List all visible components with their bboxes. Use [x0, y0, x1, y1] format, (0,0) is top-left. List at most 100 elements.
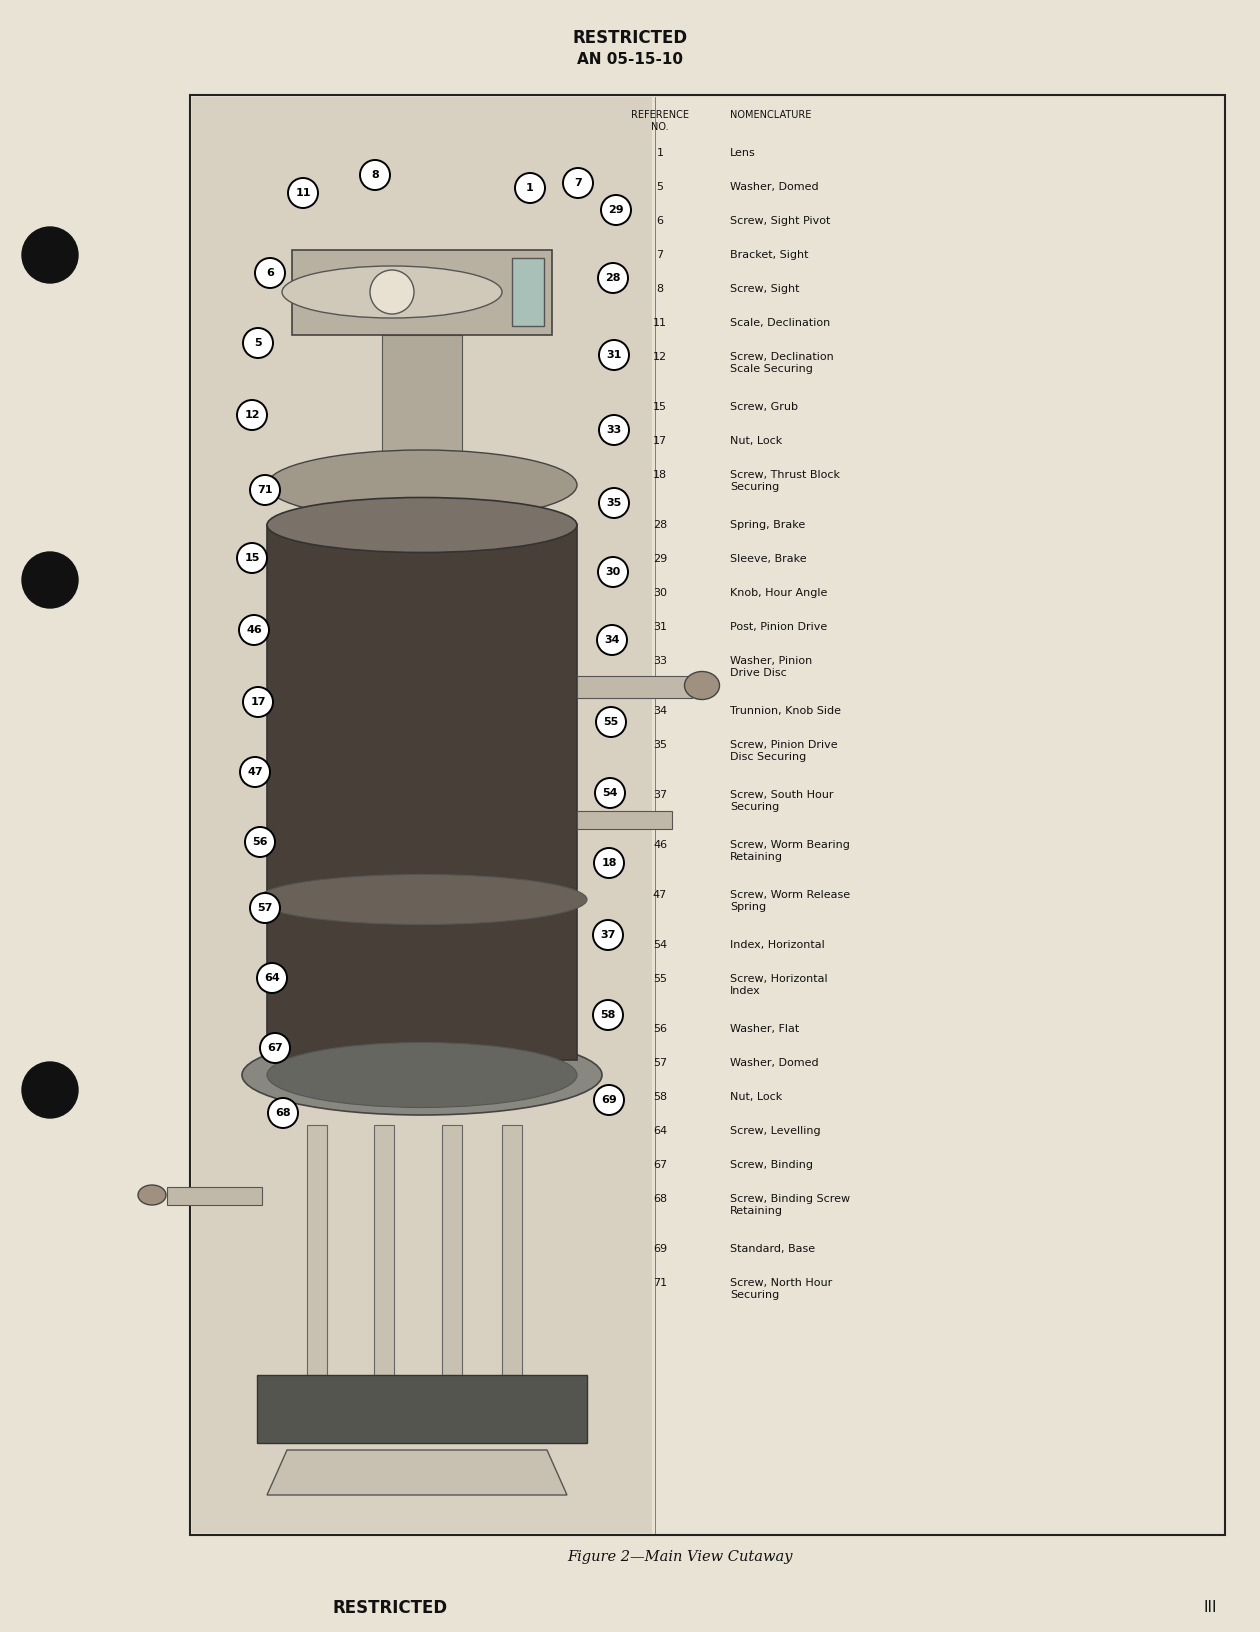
Text: 46: 46	[246, 625, 262, 635]
Text: 33: 33	[653, 656, 667, 666]
Text: RESTRICTED: RESTRICTED	[333, 1599, 447, 1617]
Text: 54: 54	[602, 788, 617, 798]
Text: Washer, Domed: Washer, Domed	[730, 1058, 819, 1067]
Bar	[374, 1124, 394, 1377]
Text: 28: 28	[653, 521, 667, 530]
Bar	[512, 258, 544, 326]
Text: AN 05-15-10: AN 05-15-10	[577, 52, 683, 67]
Text: Screw, Binding Screw
Retaining: Screw, Binding Screw Retaining	[730, 1195, 851, 1216]
Text: Lens: Lens	[730, 149, 756, 158]
Text: Screw, Worm Bearing
Retaining: Screw, Worm Bearing Retaining	[730, 840, 851, 862]
Text: 71: 71	[653, 1278, 667, 1288]
Text: Figure 2—Main View Cutaway: Figure 2—Main View Cutaway	[567, 1550, 793, 1563]
Text: 35: 35	[606, 498, 621, 508]
Text: Post, Pinion Drive: Post, Pinion Drive	[730, 622, 828, 632]
Text: 29: 29	[653, 553, 667, 565]
Text: 7: 7	[656, 250, 664, 259]
Circle shape	[598, 339, 629, 370]
Text: Screw, Thrust Block
Securing: Screw, Thrust Block Securing	[730, 470, 840, 491]
Text: Sleeve, Brake: Sleeve, Brake	[730, 553, 806, 565]
Text: 64: 64	[265, 973, 280, 982]
Text: 56: 56	[653, 1023, 667, 1035]
Text: 47: 47	[247, 767, 263, 777]
Text: Spring, Brake: Spring, Brake	[730, 521, 805, 530]
Text: Scale, Declination: Scale, Declination	[730, 318, 830, 328]
Circle shape	[255, 258, 285, 287]
Ellipse shape	[282, 266, 501, 318]
Text: NOMENCLATURE: NOMENCLATURE	[730, 109, 811, 121]
Circle shape	[360, 160, 391, 189]
Text: 34: 34	[605, 635, 620, 645]
Text: 15: 15	[653, 401, 667, 411]
Text: 68: 68	[653, 1195, 667, 1204]
Text: 55: 55	[653, 974, 667, 984]
Text: Screw, Grub: Screw, Grub	[730, 401, 798, 411]
Circle shape	[21, 1062, 78, 1118]
Text: 8: 8	[656, 284, 664, 294]
Bar	[190, 95, 1225, 1536]
Text: 35: 35	[653, 739, 667, 751]
Text: III: III	[1203, 1601, 1217, 1616]
Text: 11: 11	[295, 188, 311, 197]
Text: 58: 58	[653, 1092, 667, 1102]
Circle shape	[239, 757, 270, 787]
Ellipse shape	[267, 1043, 577, 1108]
Text: 57: 57	[257, 902, 272, 912]
Text: Screw, Levelling: Screw, Levelling	[730, 1126, 820, 1136]
Ellipse shape	[242, 1035, 602, 1115]
Text: Screw, North Hour
Securing: Screw, North Hour Securing	[730, 1278, 833, 1301]
Text: 18: 18	[601, 858, 616, 868]
Circle shape	[593, 920, 622, 950]
Text: Nut, Lock: Nut, Lock	[730, 436, 782, 446]
Circle shape	[598, 488, 629, 517]
Text: 6: 6	[266, 268, 273, 277]
Text: 1: 1	[656, 149, 664, 158]
Text: 67: 67	[653, 1160, 667, 1170]
Circle shape	[249, 893, 280, 924]
Circle shape	[563, 168, 593, 197]
Text: Washer, Pinion
Drive Disc: Washer, Pinion Drive Disc	[730, 656, 813, 677]
Bar	[192, 96, 651, 1532]
Text: REFERENCE
NO.: REFERENCE NO.	[631, 109, 689, 132]
Circle shape	[257, 963, 287, 992]
Polygon shape	[267, 1449, 567, 1495]
Text: Screw, Worm Release
Spring: Screw, Worm Release Spring	[730, 889, 851, 912]
Circle shape	[244, 827, 275, 857]
Ellipse shape	[267, 498, 577, 553]
Text: 55: 55	[604, 716, 619, 726]
Text: 54: 54	[653, 940, 667, 950]
Text: 57: 57	[653, 1058, 667, 1067]
Text: 12: 12	[244, 410, 260, 419]
Text: 29: 29	[609, 206, 624, 215]
Bar	[257, 1376, 587, 1443]
Text: 17: 17	[251, 697, 266, 707]
Text: 5: 5	[656, 183, 664, 193]
Bar	[577, 811, 672, 829]
Text: Screw, Declination
Scale Securing: Screw, Declination Scale Securing	[730, 353, 834, 374]
Circle shape	[597, 625, 627, 654]
Ellipse shape	[684, 671, 719, 700]
Circle shape	[370, 269, 415, 313]
Text: 47: 47	[653, 889, 667, 899]
Text: 34: 34	[653, 707, 667, 716]
Circle shape	[593, 1000, 622, 1030]
Bar	[382, 335, 462, 485]
Text: 71: 71	[257, 485, 272, 494]
Text: Index, Horizontal: Index, Horizontal	[730, 940, 825, 950]
Bar	[292, 250, 552, 335]
Circle shape	[598, 415, 629, 446]
Circle shape	[21, 552, 78, 609]
Text: 1: 1	[527, 183, 534, 193]
Text: Screw, Sight Pivot: Screw, Sight Pivot	[730, 215, 830, 225]
Circle shape	[593, 1085, 624, 1115]
Text: 56: 56	[252, 837, 267, 847]
Circle shape	[243, 687, 273, 716]
Text: Knob, Hour Angle: Knob, Hour Angle	[730, 588, 828, 597]
Circle shape	[598, 557, 627, 588]
Text: 18: 18	[653, 470, 667, 480]
Bar	[307, 1124, 328, 1377]
Text: 7: 7	[575, 178, 582, 188]
Text: 37: 37	[600, 930, 616, 940]
Ellipse shape	[267, 450, 577, 521]
Circle shape	[21, 227, 78, 282]
